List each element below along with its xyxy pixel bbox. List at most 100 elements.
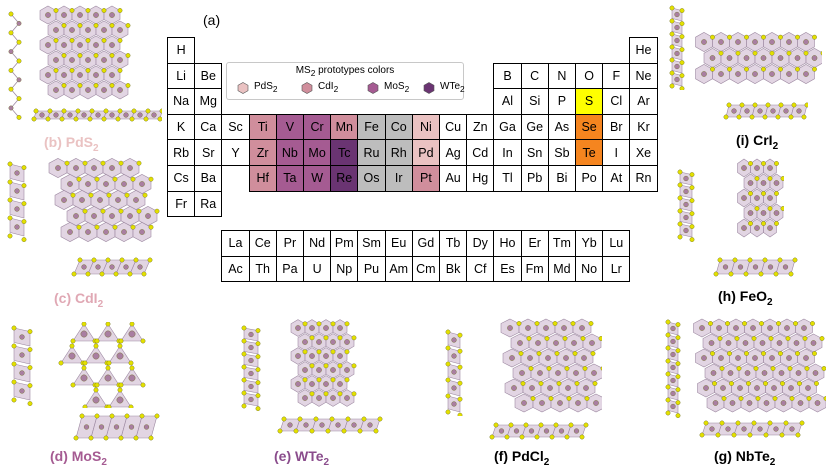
chalcogen-atom bbox=[70, 338, 76, 344]
chalcogen-atom bbox=[45, 116, 51, 122]
chalcogen-atom bbox=[125, 83, 131, 88]
chalcogen-atom bbox=[717, 336, 723, 341]
metal-atom bbox=[451, 401, 457, 407]
metal-atom bbox=[581, 355, 587, 361]
metal-atom bbox=[109, 72, 115, 78]
metal-atom bbox=[92, 396, 100, 404]
element-cell-xe: Xe bbox=[629, 139, 658, 166]
chalcogen-atom bbox=[732, 257, 738, 263]
metal-atom bbox=[109, 213, 115, 219]
chalcogen-atom bbox=[11, 343, 17, 349]
element-cell-sr: Sr bbox=[194, 139, 223, 166]
chalcogen-atom bbox=[77, 23, 83, 28]
chalcogen-atom bbox=[77, 83, 83, 88]
element-cell-at: At bbox=[602, 165, 631, 192]
chalcogen-atom bbox=[344, 321, 350, 327]
chalcogen-atom bbox=[727, 66, 732, 72]
chalcogen-atom bbox=[47, 108, 53, 114]
element-cell-tl: Tl bbox=[493, 165, 522, 192]
chalcogen-atom bbox=[58, 360, 64, 366]
metal-atom bbox=[451, 385, 457, 391]
chalcogen-atom bbox=[106, 192, 112, 198]
metal-atom bbox=[529, 385, 535, 391]
metal-atom bbox=[344, 339, 350, 345]
element-cell-hf: Hf bbox=[248, 165, 277, 192]
element-cell-ne: Ne bbox=[629, 62, 658, 90]
chalcogen-atom bbox=[316, 377, 322, 383]
metal-atom bbox=[104, 330, 112, 338]
chalcogen-atom bbox=[508, 422, 514, 428]
metal-atom bbox=[670, 351, 676, 358]
element-cell-al: Al bbox=[493, 88, 522, 115]
chalcogen-atom bbox=[445, 377, 451, 383]
chalcogen-atom bbox=[795, 432, 801, 438]
caption-pdcl2: (f) PdCl2 bbox=[494, 448, 550, 468]
chalcogen-atom bbox=[351, 363, 357, 369]
chalcogen-atom bbox=[739, 102, 745, 108]
chalcogen-atom bbox=[767, 206, 773, 211]
chalcogen-atom bbox=[148, 224, 154, 230]
metal-atom bbox=[803, 71, 809, 77]
chalcogen-atom bbox=[774, 221, 779, 226]
metal-atom bbox=[760, 180, 767, 186]
metal-atom bbox=[571, 340, 577, 346]
element-cell-ti: Ti bbox=[248, 113, 277, 141]
chalcogen-atom bbox=[309, 428, 315, 434]
legend-label: CdI2 bbox=[318, 81, 339, 94]
element-cell-k: K bbox=[167, 113, 196, 141]
element-cell-ar: Ar bbox=[629, 88, 658, 115]
metal-atom bbox=[19, 370, 25, 376]
metal-atom bbox=[735, 39, 741, 45]
chalcogen-atom bbox=[157, 116, 162, 122]
chalcogen-atom bbox=[580, 336, 586, 341]
chalcogen-atom bbox=[769, 50, 775, 56]
element-cell-n: N bbox=[547, 62, 576, 90]
chalcogen-atom bbox=[669, 5, 675, 11]
chalcogen-atom bbox=[341, 428, 347, 434]
metal-atom bbox=[19, 388, 25, 394]
chalcogen-atom bbox=[493, 422, 499, 428]
element-cell-bi: Bi bbox=[547, 165, 576, 192]
metal-atom bbox=[513, 428, 520, 434]
chalcogen-atom bbox=[8, 86, 14, 92]
pdcl2-side-view-structure bbox=[489, 422, 589, 440]
chalcogen-atom bbox=[21, 201, 27, 206]
metal-atom bbox=[45, 42, 51, 48]
element-cell-es: Es bbox=[493, 255, 522, 283]
element-cell-cl: Cl bbox=[602, 88, 631, 115]
metal-atom bbox=[81, 264, 87, 270]
chalcogen-atom bbox=[675, 322, 681, 327]
chalcogen-atom bbox=[118, 160, 124, 166]
metal-atom bbox=[771, 385, 777, 391]
element-cell-no: No bbox=[575, 255, 604, 283]
metal-atom bbox=[701, 39, 707, 45]
chalcogen-atom bbox=[743, 271, 749, 277]
chalcogen-atom bbox=[125, 53, 131, 58]
chalcogen-atom bbox=[665, 397, 671, 403]
element-cell-sc: Sc bbox=[221, 113, 250, 141]
metal-atom bbox=[367, 422, 373, 428]
chalcogen-atom bbox=[534, 321, 540, 326]
chalcogen-atom bbox=[677, 221, 683, 227]
metal-atom bbox=[786, 39, 792, 45]
chalcogen-atom bbox=[100, 160, 106, 166]
chalcogen-atom bbox=[812, 66, 817, 72]
chalcogen-atom bbox=[761, 351, 766, 356]
metal-atom bbox=[309, 353, 315, 359]
metal-atom bbox=[563, 355, 569, 361]
chalcogen-atom bbox=[16, 39, 22, 45]
chalcogen-atom bbox=[69, 8, 75, 13]
element-cell-i: I bbox=[602, 139, 631, 166]
metal-atom bbox=[68, 352, 76, 360]
metal-atom bbox=[45, 12, 51, 18]
chalcogen-atom bbox=[679, 86, 685, 90]
chalcogen-atom bbox=[548, 396, 554, 401]
metal-atom bbox=[61, 12, 67, 18]
chalcogen-atom bbox=[665, 384, 671, 390]
chalcogen-atom bbox=[154, 413, 160, 419]
metal-atom bbox=[747, 210, 754, 216]
element-cell-ag: Ag bbox=[439, 139, 468, 166]
chalcogen-atom bbox=[302, 321, 308, 327]
metal-atom bbox=[133, 197, 139, 203]
metal-atom bbox=[710, 370, 717, 376]
